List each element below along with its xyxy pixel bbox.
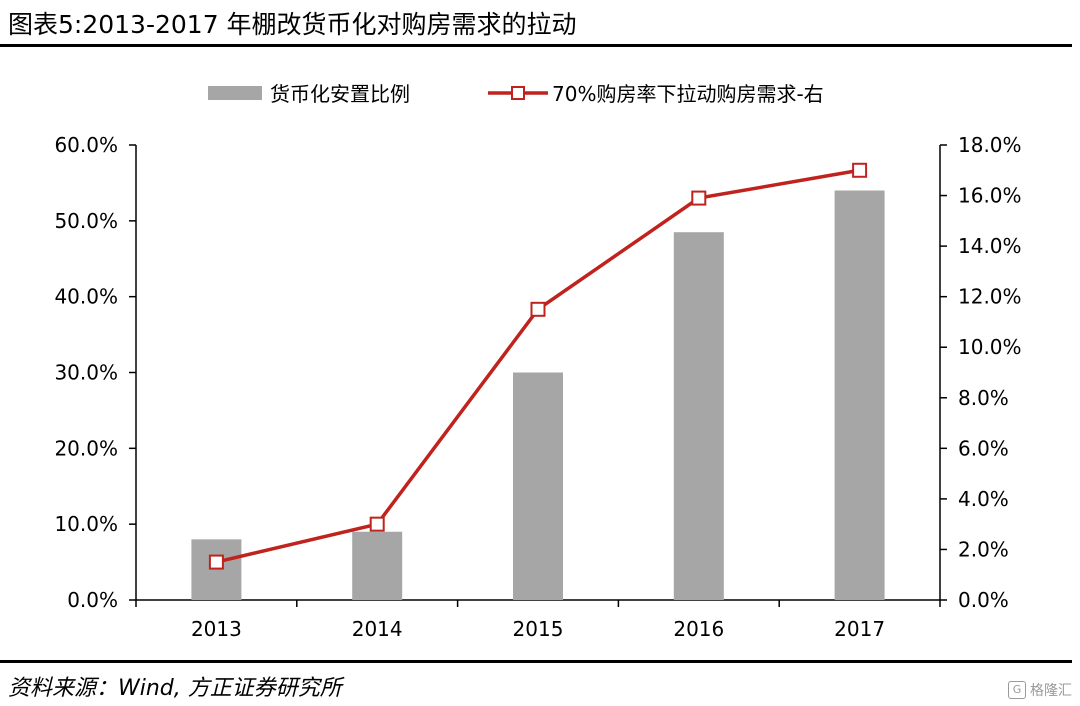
- line-point: [852, 162, 868, 178]
- bar: [673, 232, 724, 601]
- x-tick-label: 2016: [673, 617, 724, 641]
- right-tick-label: 10.0%: [958, 335, 1022, 359]
- right-tick-label: 6.0%: [958, 436, 1009, 460]
- line-point: [208, 554, 224, 570]
- left-tick-label: 10.0%: [54, 512, 118, 536]
- left-tick-label: 40.0%: [54, 285, 118, 309]
- left-tick-label: 20.0%: [54, 436, 118, 460]
- bar: [513, 372, 563, 600]
- chart-title: 图表5:2013-2017 年棚改货币化对购房需求的拉动: [8, 10, 577, 39]
- right-tick-label: 16.0%: [958, 184, 1022, 208]
- right-tick-label: 0.0%: [958, 588, 1009, 612]
- right-tick-label: 8.0%: [958, 386, 1009, 410]
- legend: 货币化安置比例 70%购房率下拉动购房需求-右: [208, 82, 824, 106]
- x-tick-label: 2015: [513, 617, 564, 641]
- bar: [191, 539, 242, 600]
- line-point: [691, 190, 707, 206]
- bar: [834, 190, 885, 600]
- x-tick-label: 2017: [834, 617, 885, 641]
- right-tick-label: 2.0%: [958, 537, 1009, 561]
- legend-line-marker: [511, 86, 525, 100]
- right-tick-label: 4.0%: [958, 487, 1009, 511]
- watermark: G 格隆汇: [1008, 680, 1072, 700]
- right-tick-label: 12.0%: [958, 285, 1022, 309]
- axes: 0.0% 10.0% 20.0% 30.0% 40.0% 50.0% 60.0% 0.0% 2.…: [54, 133, 1021, 641]
- chart: 货币化安置比例 70%购房率下拉动购房需求-右 0.0% 10.0% 20.0% 30…: [54, 82, 1021, 641]
- left-tick-label: 50.0%: [54, 209, 118, 233]
- left-tick-label: 0.0%: [67, 588, 118, 612]
- source-note: 资料来源：Wind, 方正证券研究所: [8, 676, 342, 701]
- left-tick-label: 30.0%: [54, 361, 118, 385]
- x-tick-label: 2013: [191, 617, 242, 641]
- left-tick-label: 60.0%: [54, 133, 118, 157]
- line-series: [208, 162, 868, 570]
- right-tick-label: 18.0%: [958, 133, 1022, 157]
- x-tick-label: 2014: [352, 617, 403, 641]
- legend-bar-swatch: [208, 86, 262, 100]
- legend-bar-label: 货币化安置比例: [270, 82, 410, 106]
- bars: [191, 190, 885, 601]
- title-divider: [0, 44, 1072, 47]
- watermark-label: 格隆汇: [1030, 683, 1072, 699]
- source-divider: [0, 660, 1072, 663]
- line-point: [369, 516, 385, 532]
- legend-line-label: 70%购房率下拉动购房需求-右: [552, 82, 824, 106]
- bar: [352, 531, 403, 600]
- right-tick-label: 14.0%: [958, 234, 1022, 258]
- watermark-logo-icon: G: [1008, 681, 1026, 699]
- line-point: [530, 301, 546, 317]
